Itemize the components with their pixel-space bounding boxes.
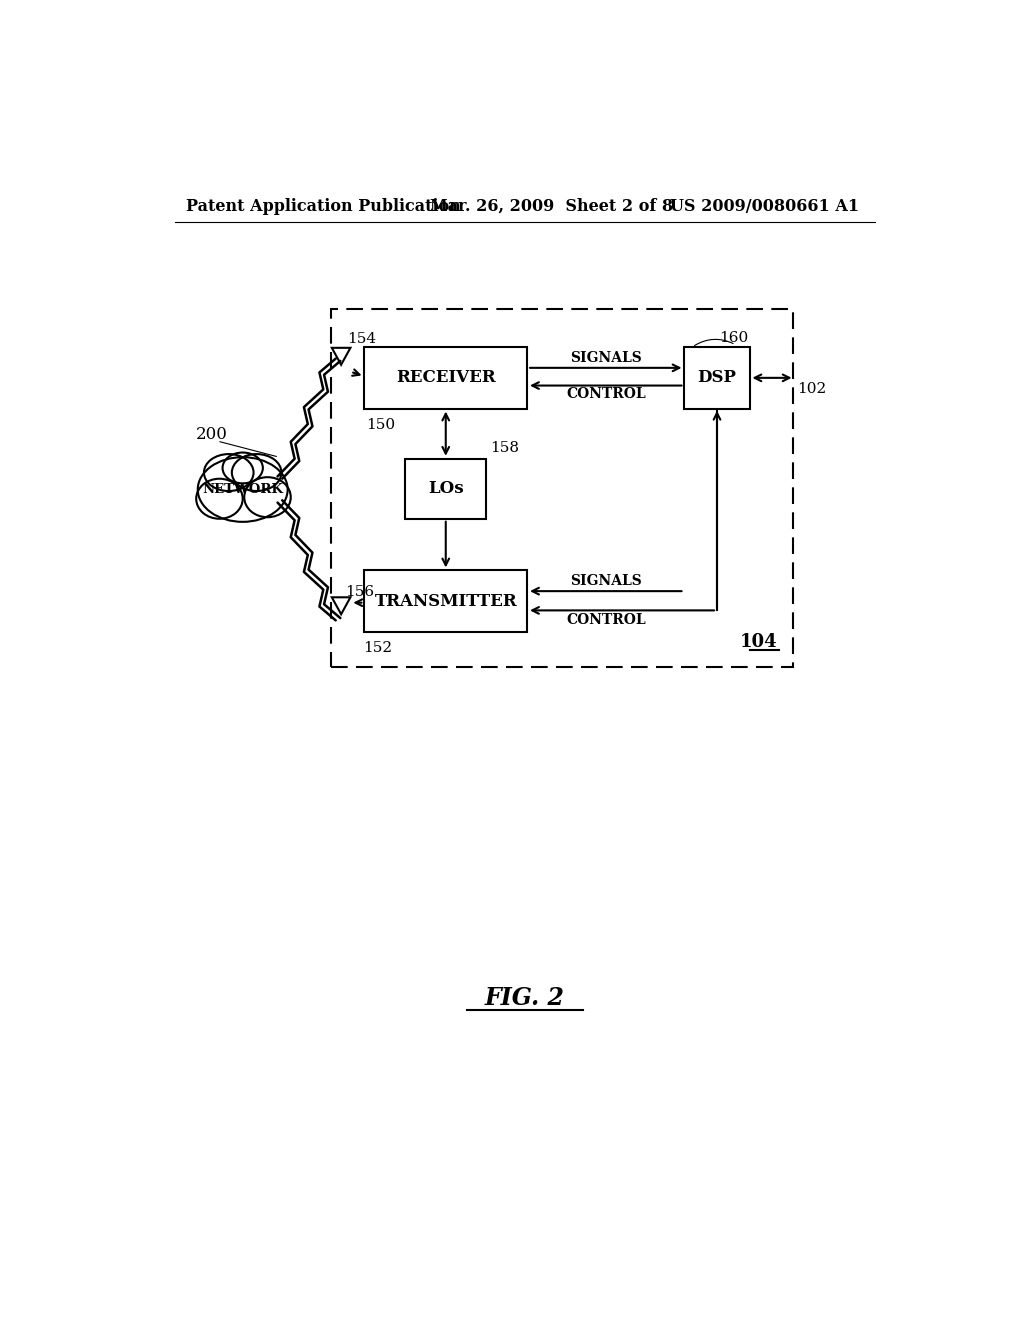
- Ellipse shape: [231, 454, 282, 491]
- Text: 150: 150: [366, 418, 395, 432]
- Text: 200: 200: [197, 425, 228, 442]
- Text: 104: 104: [739, 634, 777, 651]
- Text: 152: 152: [362, 642, 392, 655]
- Text: Patent Application Publication: Patent Application Publication: [186, 198, 461, 215]
- Text: CONTROL: CONTROL: [566, 612, 645, 627]
- Ellipse shape: [197, 479, 243, 519]
- Text: RECEIVER: RECEIVER: [396, 370, 496, 387]
- Text: NETWORK: NETWORK: [202, 483, 284, 496]
- Text: SIGNALS: SIGNALS: [570, 351, 642, 364]
- Text: CONTROL: CONTROL: [566, 387, 645, 401]
- Bar: [365, 570, 527, 632]
- Bar: [331, 309, 793, 667]
- Text: DSP: DSP: [697, 370, 736, 387]
- Bar: [684, 347, 750, 409]
- Bar: [365, 347, 527, 409]
- Text: 154: 154: [347, 331, 377, 346]
- Text: FIG. 2: FIG. 2: [484, 986, 565, 1010]
- Text: SIGNALS: SIGNALS: [570, 574, 642, 589]
- Text: LOs: LOs: [428, 480, 464, 498]
- Text: Mar. 26, 2009  Sheet 2 of 8: Mar. 26, 2009 Sheet 2 of 8: [430, 198, 674, 215]
- Ellipse shape: [204, 454, 254, 491]
- Bar: [406, 459, 486, 519]
- Ellipse shape: [198, 457, 288, 521]
- Ellipse shape: [245, 478, 291, 517]
- Text: 102: 102: [797, 381, 826, 396]
- Text: TRANSMITTER: TRANSMITTER: [375, 593, 517, 610]
- Text: 156: 156: [345, 585, 374, 599]
- Text: US 2009/0080661 A1: US 2009/0080661 A1: [671, 198, 859, 215]
- Ellipse shape: [222, 453, 263, 483]
- Text: 160: 160: [719, 331, 748, 345]
- Text: 158: 158: [489, 441, 519, 455]
